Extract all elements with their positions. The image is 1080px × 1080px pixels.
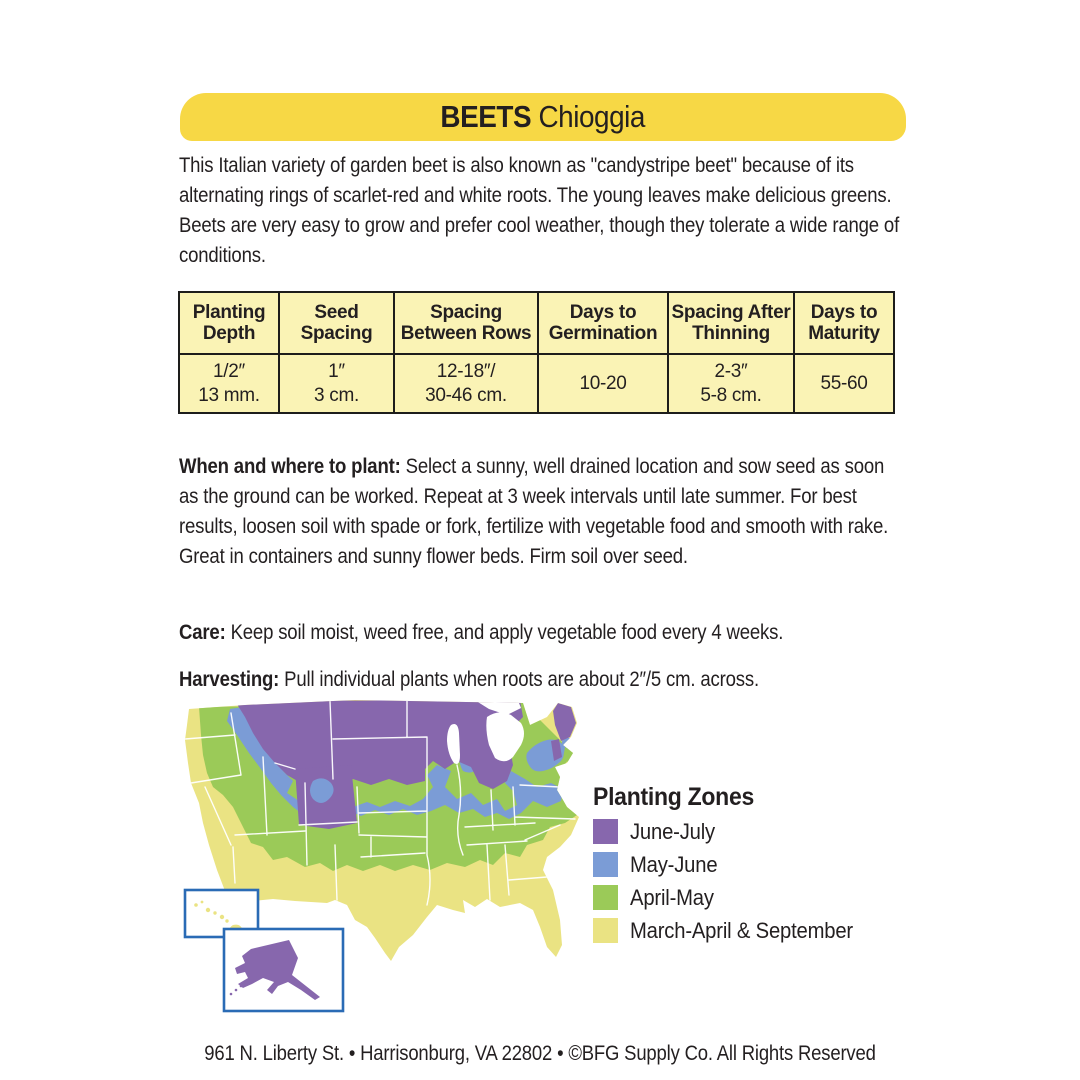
- table-value-cell: 55-60: [793, 353, 895, 414]
- planting-table: Planting Depth Seed Spacing Spacing Betw…: [178, 291, 895, 414]
- aleutian-islands: [229, 984, 243, 996]
- legend-item: May-June: [593, 848, 913, 881]
- lake-michigan: [447, 724, 460, 764]
- table-value-cell: 2-3″ 5-8 cm.: [667, 353, 795, 414]
- zone-purple-maine: [551, 703, 576, 761]
- section-harvesting-label: Harvesting:: [179, 668, 280, 691]
- alaska-shape: [235, 940, 320, 1000]
- table-header-cell: Seed Spacing: [278, 291, 395, 355]
- legend-swatch-june-july: [593, 819, 618, 844]
- page-title-cultivar: Chioggia: [531, 99, 646, 134]
- banner: BEETS Chioggia: [180, 93, 906, 141]
- section-when-where-text: Select a sunny, well drained location an…: [179, 455, 889, 568]
- table-header-cell: Spacing After Thinning: [667, 291, 795, 355]
- alaska-inset: [222, 927, 345, 1013]
- legend-label: June-July: [630, 818, 715, 844]
- legend-label: May-June: [630, 851, 718, 877]
- legend-label: April-May: [630, 884, 714, 910]
- page-title: BEETS Chioggia: [441, 99, 646, 135]
- legend-swatch-april-may: [593, 885, 618, 910]
- section-care-text: Keep soil moist, weed free, and apply ve…: [230, 621, 784, 644]
- legend-item: April-May: [593, 881, 913, 914]
- footer-text: 961 N. Liberty St. • Harrisonburg, VA 22…: [204, 1042, 876, 1065]
- table-header-cell: Days to Germination: [537, 291, 669, 355]
- legend-item: March-April & September: [593, 914, 913, 947]
- section-care: Care: Keep soil moist, weed free, and ap…: [179, 618, 906, 648]
- section-harvesting: Harvesting: Pull individual plants when …: [179, 665, 906, 695]
- legend-label: March-April & September: [630, 917, 853, 943]
- section-care-label: Care:: [179, 621, 226, 644]
- page-title-variety: BEETS: [440, 99, 532, 134]
- planting-zones-legend: Planting Zones June-July May-June April-…: [593, 783, 913, 947]
- table-header-cell: Planting Depth: [178, 291, 280, 355]
- table-header-cell: Days to Maturity: [793, 291, 895, 355]
- section-harvesting-text: Pull individual plants when roots are ab…: [284, 668, 759, 691]
- legend-item: June-July: [593, 815, 913, 848]
- section-when-where-label: When and where to plant:: [179, 455, 401, 478]
- zone-blue-wyoming-patch: [310, 778, 334, 803]
- section-when-where: When and where to plant: Select a sunny,…: [179, 452, 906, 572]
- legend-swatch-may-june: [593, 852, 618, 877]
- intro-paragraph: This Italian variety of garden beet is a…: [179, 154, 900, 267]
- zone-purple-band: [235, 700, 523, 789]
- table-header-row: Planting Depth Seed Spacing Spacing Betw…: [178, 291, 895, 355]
- table-value-cell: 1″ 3 cm.: [278, 353, 395, 414]
- table-value-cell: 1/2″ 13 mm.: [178, 353, 280, 414]
- lake-huron-erie: [486, 712, 524, 762]
- table-header-cell: Spacing Between Rows: [393, 291, 539, 355]
- table-value-cell: 12-18″/ 30-46 cm.: [393, 353, 539, 414]
- legend-title: Planting Zones: [593, 783, 754, 811]
- planting-zones-map: [183, 700, 579, 1013]
- table-value-row: 1/2″ 13 mm. 1″ 3 cm. 12-18″/ 30-46 cm. 1…: [178, 353, 895, 414]
- legend-swatch-march-april-september: [593, 918, 618, 943]
- state-borders: [185, 700, 576, 906]
- table-value-cell: 10-20: [537, 353, 669, 414]
